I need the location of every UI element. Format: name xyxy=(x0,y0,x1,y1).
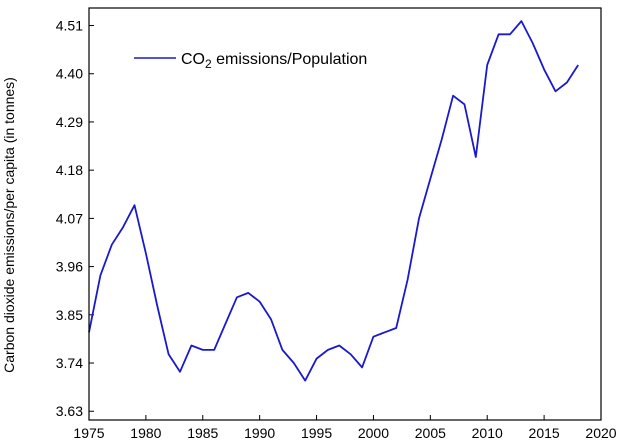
data-point xyxy=(167,353,169,355)
data-point xyxy=(304,379,306,381)
data-point xyxy=(133,204,135,206)
data-point xyxy=(429,178,431,180)
legend: CO2 emissions/Population xyxy=(134,51,367,71)
data-point xyxy=(315,357,317,359)
y-tick-label: 4.51 xyxy=(56,18,83,34)
y-tick-label: 3.85 xyxy=(56,307,83,323)
data-point xyxy=(543,68,545,70)
series-layer xyxy=(88,20,579,382)
data-point xyxy=(350,353,352,355)
x-tick-label: 2005 xyxy=(415,425,446,441)
y-tick-label: 4.18 xyxy=(56,162,83,178)
legend-label-rest: emissions/Population xyxy=(212,51,368,68)
legend-label-subscript: 2 xyxy=(205,57,212,71)
x-tick-label: 2015 xyxy=(529,425,560,441)
y-tick-label: 3.74 xyxy=(56,355,83,371)
data-point xyxy=(224,322,226,324)
axis-ticks: 1975 1980 1985 1990 1995 2000 2005 2010 2015 2020… xyxy=(56,18,617,441)
data-point xyxy=(520,20,522,22)
data-point xyxy=(406,279,408,281)
data-point xyxy=(452,95,454,97)
data-point xyxy=(270,318,272,320)
data-point xyxy=(418,217,420,219)
y-tick-label: 3.63 xyxy=(56,403,83,419)
data-point xyxy=(509,33,511,35)
data-point xyxy=(463,103,465,105)
data-point xyxy=(156,305,158,307)
data-point xyxy=(122,226,124,228)
data-point xyxy=(293,362,295,364)
data-point xyxy=(532,42,534,44)
data-point xyxy=(372,336,374,338)
y-tick-label: 4.29 xyxy=(56,114,83,130)
x-tick-label: 2020 xyxy=(585,425,616,441)
data-point xyxy=(259,301,261,303)
data-point xyxy=(236,296,238,298)
data-point xyxy=(111,244,113,246)
data-point xyxy=(327,349,329,351)
x-tick-label: 1975 xyxy=(73,425,104,441)
data-point xyxy=(566,81,568,83)
y-tick-label: 4.07 xyxy=(56,210,83,226)
x-tick-label: 2000 xyxy=(358,425,389,441)
data-point xyxy=(554,90,556,92)
data-point xyxy=(395,327,397,329)
data-point xyxy=(475,156,477,158)
data-point xyxy=(213,349,215,351)
x-tick-label: 2010 xyxy=(472,425,503,441)
x-tick-label: 1995 xyxy=(301,425,332,441)
legend-label: CO2 emissions/Population xyxy=(181,51,367,71)
y-axis-label: Carbon dioxide emissions/per capita (in … xyxy=(1,77,17,373)
data-point xyxy=(441,138,443,140)
y-axis-label-group: Carbon dioxide emissions/per capita (in … xyxy=(1,77,17,373)
series-line xyxy=(88,20,579,382)
x-tick-label: 1980 xyxy=(130,425,161,441)
data-point xyxy=(179,371,181,373)
legend-label-co: CO xyxy=(181,51,205,68)
data-point xyxy=(99,274,101,276)
data-point xyxy=(190,344,192,346)
data-point xyxy=(577,64,579,66)
x-tick-label: 1985 xyxy=(187,425,218,441)
data-point xyxy=(145,252,147,254)
data-point xyxy=(247,292,249,294)
data-point xyxy=(384,331,386,333)
y-tick-label: 3.96 xyxy=(56,259,83,275)
data-point xyxy=(486,64,488,66)
data-point xyxy=(338,344,340,346)
plot-frame xyxy=(88,7,602,421)
y-tick-label: 4.40 xyxy=(56,66,83,82)
data-point xyxy=(497,33,499,35)
data-point xyxy=(202,349,204,351)
x-tick-label: 1990 xyxy=(244,425,275,441)
data-point xyxy=(361,366,363,368)
data-point xyxy=(281,349,283,351)
